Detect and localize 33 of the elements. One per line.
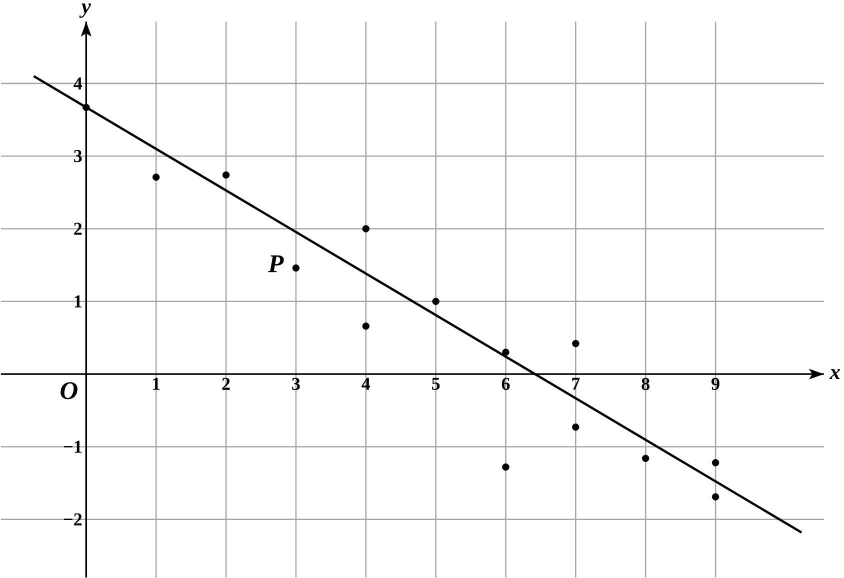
point: [292, 264, 300, 272]
y-tick-label: −1: [64, 440, 82, 453]
x-tick-label: 6: [502, 378, 510, 390]
y-tick-label: 4: [74, 77, 82, 90]
x-tick-label: 1: [153, 378, 160, 390]
x-tick-label: 5: [432, 378, 440, 390]
x-axis-title: x: [830, 369, 840, 379]
x-tick-label: 4: [362, 378, 370, 390]
point: [712, 458, 720, 466]
point: [82, 104, 90, 111]
point: [572, 340, 580, 347]
y-tick-label: 1: [74, 295, 82, 308]
point: [222, 171, 230, 178]
y-tick-label: 3: [74, 150, 82, 162]
x-tick-label: 3: [292, 378, 300, 390]
y-axis-title: y: [79, 3, 91, 18]
point: [572, 423, 580, 431]
point: [432, 298, 440, 305]
x-tick-label: 9: [712, 378, 720, 390]
y-tick-label: 2: [74, 222, 82, 235]
point: [642, 454, 650, 462]
annotation: O: [60, 382, 78, 400]
point: [362, 322, 370, 330]
x-tick-label: 2: [222, 378, 230, 390]
annotation: P: [268, 255, 284, 272]
x-tick-label: 7: [572, 378, 580, 390]
x-tick-label: 8: [642, 378, 650, 390]
point: [502, 348, 510, 356]
point: [152, 173, 160, 181]
point: [362, 224, 370, 232]
point: [502, 463, 510, 471]
point: [712, 493, 720, 500]
y-tick-label: −2: [64, 513, 82, 526]
